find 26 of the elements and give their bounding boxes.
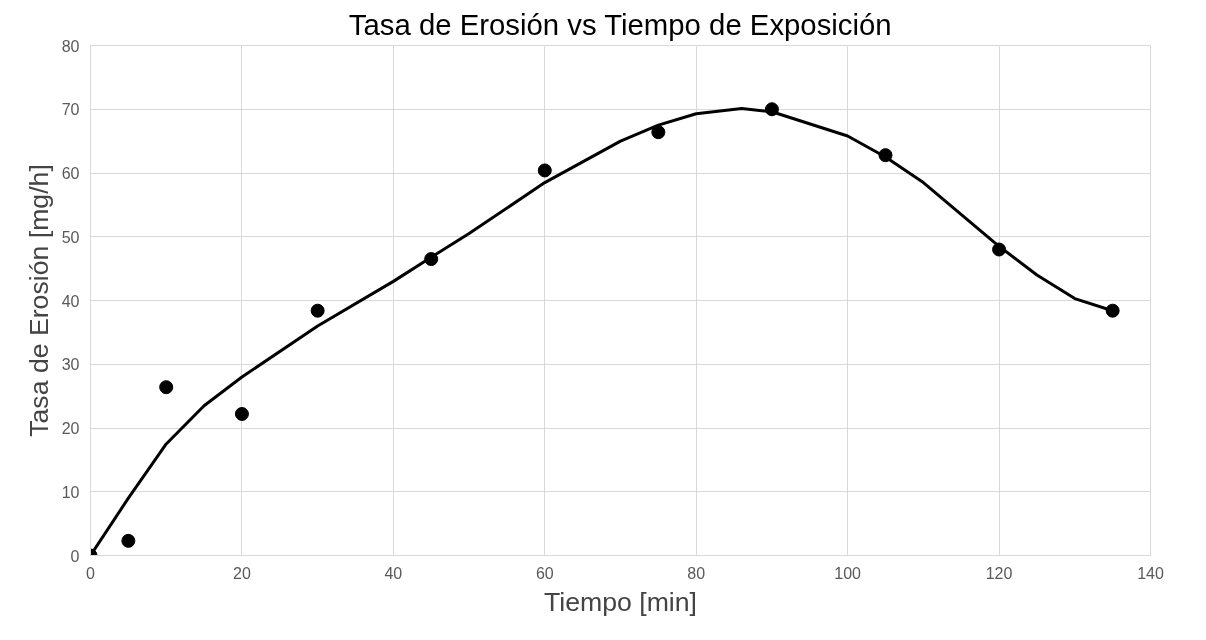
x-tick-label: 140 bbox=[1137, 564, 1164, 582]
point bbox=[121, 533, 136, 548]
point bbox=[234, 406, 249, 421]
y-tick-label: 40 bbox=[61, 292, 80, 310]
x-tick-label: 0 bbox=[86, 564, 96, 582]
y-tick-label: 0 bbox=[70, 547, 80, 565]
y-tick-label: 60 bbox=[61, 165, 80, 182]
x-axis-title: Tiempo [min] bbox=[543, 586, 698, 617]
x-tick-label: 60 bbox=[535, 564, 554, 582]
y-tick-label: 30 bbox=[61, 356, 80, 374]
x-tick-label: 80 bbox=[687, 564, 706, 582]
y-axis-title: Tasa de Erosión [mg/h] bbox=[23, 164, 54, 437]
y-tick-label: 80 bbox=[61, 37, 80, 55]
point bbox=[310, 303, 325, 318]
x-tick-label: 20 bbox=[233, 564, 251, 582]
point bbox=[159, 380, 174, 395]
x-tick-label: 120 bbox=[985, 564, 1013, 582]
x-tick-label: 40 bbox=[384, 564, 403, 582]
x-tick-label: 100 bbox=[834, 564, 862, 582]
y-tick-label: 50 bbox=[61, 228, 80, 246]
y-tick-label: 10 bbox=[61, 483, 80, 501]
point bbox=[537, 163, 552, 178]
y-tick-label: 20 bbox=[61, 420, 80, 437]
point bbox=[651, 125, 666, 140]
chart-title: Tasa de Erosión vs Tiempo de Exposición bbox=[348, 7, 892, 41]
y-tick-label: 70 bbox=[61, 101, 80, 119]
